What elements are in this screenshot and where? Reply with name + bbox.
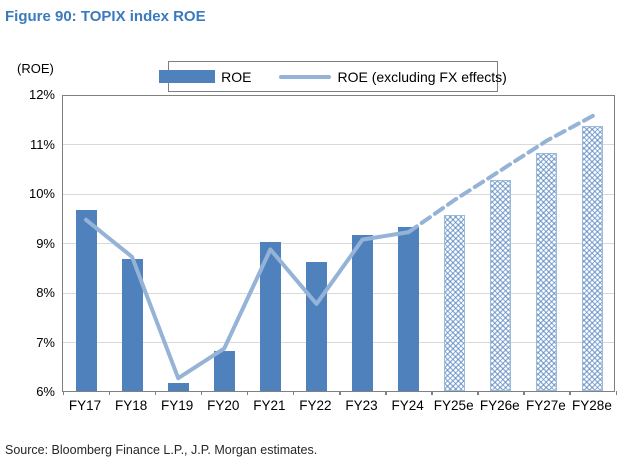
bar [167, 383, 189, 392]
x-axis-tick [569, 391, 571, 395]
y-tick-label: 11% [29, 136, 55, 152]
x-axis-tick [477, 391, 479, 395]
x-axis-tick [292, 391, 295, 395]
legend-line-label: ROE (excluding FX effects) [337, 68, 507, 85]
chart-legend: ROE ROE (excluding FX effects) [159, 61, 507, 92]
plot-area [62, 95, 617, 395]
x-tick-label: FY22 [299, 398, 332, 413]
x-axis-tick [615, 391, 617, 395]
x-axis-tick [431, 391, 433, 395]
y-tick-label: 6% [36, 384, 55, 399]
legend-bar-label: ROE [221, 68, 252, 85]
roe-ex-fx-line [84, 113, 595, 381]
bar [305, 261, 327, 392]
bar [352, 234, 374, 392]
bar [398, 227, 420, 392]
x-axis-tick [523, 391, 525, 395]
figure-title: Figure 90: TOPIX index ROE [5, 8, 206, 25]
y-tick-label: 8% [36, 285, 55, 300]
x-axis-tick-labels: FY17 FY18 FY19 FY20 FY21 FY22 FY23 FY24 FY25e FY2… [62, 398, 615, 416]
bar-forecast [444, 214, 466, 392]
x-tick-label: FY26e [479, 398, 520, 413]
x-tick-label: FY25e [433, 398, 474, 413]
y-tick-label: 12% [28, 87, 55, 102]
gridline [63, 292, 614, 294]
x-axis-tick [108, 391, 111, 395]
x-axis-tick [154, 391, 157, 395]
gridline [63, 193, 614, 195]
x-tick-label: FY20 [207, 398, 240, 413]
y-tick-label: 9% [36, 235, 55, 251]
x-axis-tick [246, 391, 249, 395]
x-axis-tick [385, 391, 387, 395]
y-tick-label: 7% [36, 334, 55, 350]
gridline [63, 243, 614, 244]
x-tick-label: FY27e [525, 398, 566, 413]
bar [213, 350, 235, 392]
x-tick-label: FY19 [161, 398, 194, 413]
y-axis-tick-labels: 12% 11% 10% 9% 8% 7% 6% [15, 88, 55, 398]
x-tick-label: FY24 [391, 398, 424, 413]
x-axis-tick [62, 391, 64, 395]
bar [75, 209, 97, 392]
bar-forecast [536, 152, 558, 392]
gridline [63, 144, 614, 145]
source-note: Source: Bloomberg Finance L.P., J.P. Mor… [5, 443, 318, 457]
y-axis-unit-label: (ROE) [17, 61, 54, 76]
gridline [63, 342, 614, 343]
x-tick-label: FY21 [253, 398, 286, 413]
x-tick-label: FY23 [345, 398, 378, 413]
y-tick-label: 10% [28, 186, 55, 201]
legend-line-swatch [279, 74, 332, 79]
x-axis-tick [200, 391, 203, 395]
bar-forecast [490, 180, 512, 392]
x-axis-tick [339, 391, 341, 395]
bar-forecast [582, 125, 604, 392]
bar [121, 259, 143, 392]
x-tick-label: FY18 [114, 398, 148, 413]
x-tick-label: FY28e [572, 398, 612, 413]
bar [259, 242, 281, 392]
legend-bar-swatch [159, 70, 216, 83]
x-tick-label: FY17 [68, 398, 102, 413]
